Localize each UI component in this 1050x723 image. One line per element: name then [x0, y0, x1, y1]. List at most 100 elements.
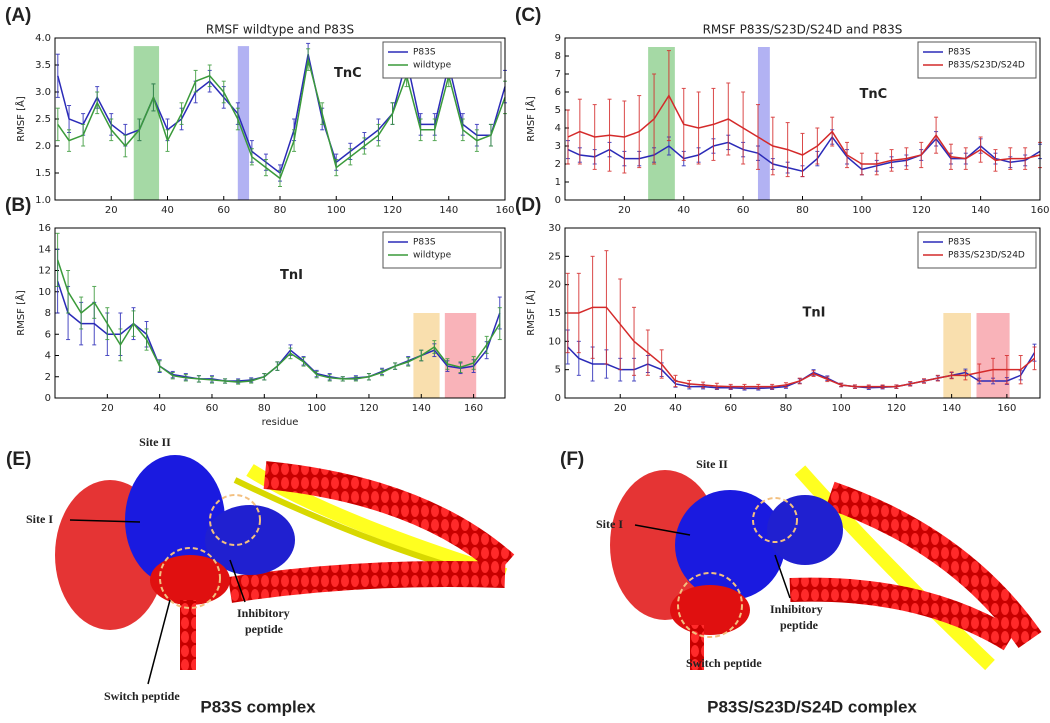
domain — [670, 585, 750, 635]
y-tick-label: 14 — [38, 244, 51, 255]
inhibitory-label: peptide — [780, 618, 819, 632]
x-tick-label: 120 — [359, 403, 378, 414]
y-tick-label: 1.0 — [35, 195, 51, 206]
x-tick-label: 100 — [852, 205, 871, 216]
pointer — [774, 554, 791, 599]
x-tick-label: 140 — [942, 403, 961, 414]
domain — [205, 505, 295, 575]
y-tick-label: 30 — [548, 223, 561, 234]
caption: P83S/S23D/S24D complex — [707, 697, 917, 716]
plot-frame — [54, 227, 506, 399]
x-tick-label: 100 — [307, 403, 326, 414]
highlight — [413, 313, 440, 398]
y-tick-label: 6 — [45, 329, 51, 340]
y-tick-label: 10 — [38, 287, 51, 298]
legend-box — [382, 41, 502, 79]
x-tick-label: 40 — [669, 403, 682, 414]
y-tick-label: 4.0 — [35, 33, 51, 44]
y-tick-label: 2 — [555, 159, 561, 170]
x-tick-label: 20 — [101, 403, 114, 414]
x-tick-label: 100 — [832, 403, 851, 414]
y-axis-label: RMSF [Å] — [14, 290, 27, 336]
x-tick-label: 60 — [217, 205, 230, 216]
helix — [789, 577, 1017, 651]
inhibitory-label: peptide — [245, 622, 284, 636]
inhibitory-label: Inhibitory — [770, 602, 823, 616]
x-axis-label: residue — [262, 417, 299, 428]
highlight — [976, 313, 1010, 398]
site2-label: Site II — [696, 457, 728, 471]
x-tick-label: 100 — [327, 205, 346, 216]
x-tick-label: 40 — [161, 205, 174, 216]
x-tick-label: 140 — [439, 205, 458, 216]
y-tick-label: 8 — [45, 308, 51, 319]
y-tick-label: 5 — [555, 365, 561, 376]
inhibitory-label: Inhibitory — [237, 606, 290, 620]
x-tick-label: 60 — [737, 205, 750, 216]
panel-label: (C) — [515, 5, 541, 26]
series-line — [567, 94, 1041, 165]
y-tick-label: 2.0 — [35, 141, 51, 152]
x-tick-label: 80 — [780, 403, 793, 414]
domain — [675, 490, 785, 600]
x-tick-label: 140 — [412, 403, 431, 414]
helix — [228, 561, 506, 603]
y-tick-label: 1.5 — [35, 168, 51, 179]
panel-label: (E) — [6, 449, 31, 470]
legend-label: P83S/S23D/S24D — [948, 251, 1025, 261]
x-tick-label: 40 — [153, 403, 166, 414]
x-tick-label: 20 — [618, 205, 631, 216]
x-tick-label: 140 — [971, 205, 990, 216]
plot-frame — [54, 37, 506, 201]
legend-label: wildtype — [413, 61, 452, 71]
y-tick-label: 4 — [45, 351, 51, 362]
pointer — [147, 599, 171, 685]
annotation: TnC — [334, 66, 362, 81]
y-axis-label: RMSF [Å] — [524, 96, 537, 142]
annotation: TnI — [280, 268, 303, 283]
charts: (A) RMSF wildtype and P83S 1.0 1.5 2.0 2.5 3.0… — [5, 5, 1050, 428]
y-axis-label: RMSF [Å] — [524, 290, 537, 336]
y-tick-label: 0 — [45, 393, 51, 404]
y-tick-label: 7 — [555, 69, 561, 80]
site-circle — [677, 572, 743, 638]
pointer — [229, 559, 246, 603]
panel-label: (D) — [515, 195, 541, 216]
annotation: TnI — [803, 306, 826, 321]
y-axis-label: RMSF [Å] — [14, 96, 27, 142]
x-tick-label: 160 — [464, 403, 483, 414]
legend-box — [382, 231, 502, 269]
x-tick-label: 80 — [796, 205, 809, 216]
x-tick-label: 60 — [724, 403, 737, 414]
site1-label: Site I — [596, 517, 623, 531]
x-tick-label: 60 — [206, 403, 219, 414]
helix — [825, 481, 1042, 649]
y-tick-label: 2.5 — [35, 114, 51, 125]
structure-e: (E) Site II Site I Inhibitory peptide Sw… — [6, 435, 515, 716]
legend-box — [917, 41, 1037, 79]
x-tick-label: 120 — [887, 403, 906, 414]
legend-label: P83S/S23D/S24D — [948, 61, 1025, 71]
domain — [150, 555, 230, 605]
x-tick-label: 120 — [383, 205, 402, 216]
y-tick-label: 25 — [548, 251, 561, 262]
y-tick-label: 3.0 — [35, 87, 51, 98]
legend-label: P83S — [413, 238, 436, 248]
panel-label: (B) — [5, 195, 31, 216]
annotation: TnC — [860, 87, 888, 102]
x-tick-label: 120 — [912, 205, 931, 216]
y-tick-label: 10 — [548, 336, 561, 347]
site1-label: Site I — [26, 512, 53, 526]
legend-label: P83S — [948, 238, 971, 248]
y-tick-label: 0 — [555, 195, 561, 206]
chart: (A) RMSF wildtype and P83S 1.0 1.5 2.0 2.5 3.0… — [5, 5, 515, 216]
series-line — [567, 306, 1035, 388]
highlight — [133, 46, 160, 200]
error-bars — [55, 48, 507, 187]
legend-label: wildtype — [413, 251, 452, 261]
y-tick-label: 4 — [555, 123, 561, 134]
highlight — [237, 46, 250, 200]
x-tick-label: 20 — [105, 205, 118, 216]
y-tick-label: 2 — [45, 372, 51, 383]
